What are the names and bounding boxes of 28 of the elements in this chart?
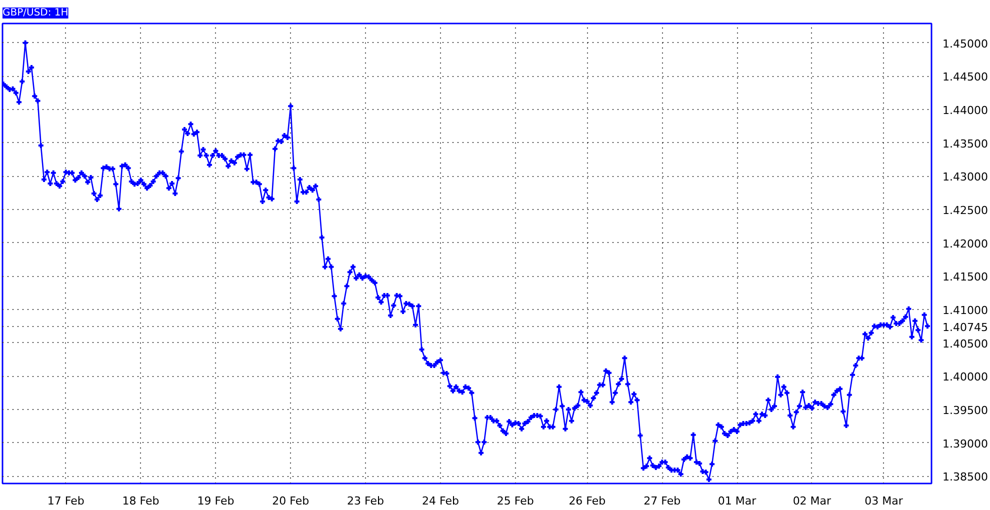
x-tick-label: 01 Mar: [718, 494, 757, 508]
x-tick-label: 27 Feb: [644, 494, 681, 508]
y-tick-label: 1.44500: [942, 70, 988, 84]
x-tick-label: 17 Feb: [47, 494, 84, 508]
x-tick-label: 02 Mar: [792, 494, 832, 508]
y-tick-label: 1.42000: [942, 237, 988, 250]
y-tick-label: 1.40000: [942, 370, 988, 384]
x-tick-label: 26 Feb: [568, 494, 606, 508]
y-tick-label: 1.38500: [942, 470, 988, 484]
x-tick-label: 24 Feb: [422, 494, 459, 508]
y-tick-label: 1.44000: [942, 104, 988, 117]
x-tick-label: 18 Feb: [122, 494, 160, 508]
x-tick-label: 25 Feb: [496, 494, 534, 508]
y-tick-label: 1.40500: [942, 337, 988, 350]
x-tick-label: 20 Feb: [272, 494, 310, 508]
y-tick-label: 1.43500: [942, 137, 988, 150]
y-tick-label: 1.40745: [942, 321, 988, 334]
x-tick-label: 03 Mar: [864, 494, 904, 508]
y-tick-label: 1.43000: [942, 170, 988, 184]
x-tick-label: 19 Feb: [197, 494, 234, 508]
x-tick-label: 23 Feb: [347, 494, 384, 508]
y-tick-label: 1.42500: [942, 204, 988, 217]
y-tick-label: 1.41500: [942, 270, 988, 284]
y-tick-label: 1.39000: [942, 437, 988, 450]
y-tick-label: 1.45000: [942, 37, 988, 50]
y-tick-label: 1.41000: [942, 304, 988, 317]
y-tick-label: 1.39500: [942, 404, 988, 417]
chart-title: GBP/USD: 1H: [2, 8, 68, 18]
